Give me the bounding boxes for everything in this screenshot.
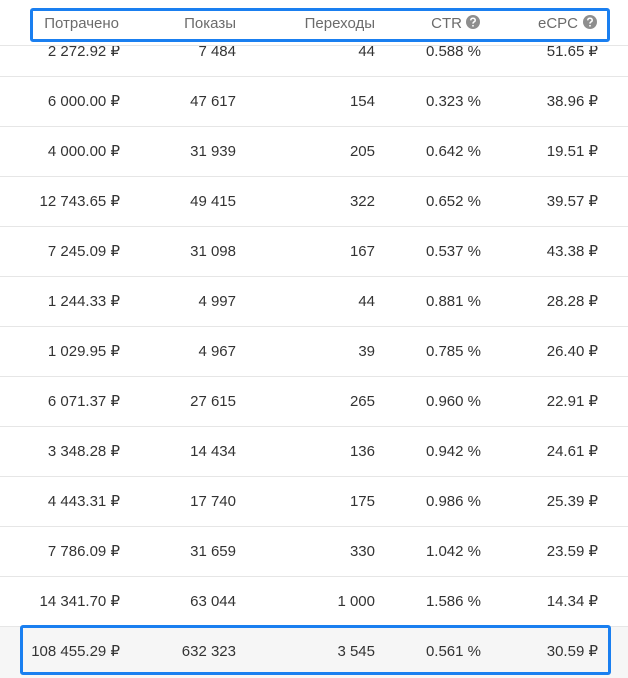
table-cell: 39.57 ₽ bbox=[546, 193, 598, 210]
table-cell: 0.942 % bbox=[425, 443, 481, 460]
table-cell: 205 bbox=[349, 143, 375, 160]
total-cell: 30.59 ₽ bbox=[546, 643, 598, 660]
table-cell: 39 bbox=[358, 343, 375, 360]
table-cell: 12 743.65 ₽ bbox=[39, 193, 120, 210]
table-cell: 175 bbox=[349, 493, 375, 510]
table-cell: 154 bbox=[349, 93, 375, 110]
table-cell: 6 000.00 ₽ bbox=[47, 93, 120, 110]
table-cell: 0.652 % bbox=[425, 193, 481, 210]
table-row: 12 743.65 ₽ 49 415 322 0.652 % 39.57 ₽ bbox=[0, 177, 628, 227]
table-cell: 0.323 % bbox=[425, 93, 481, 110]
table-cell: 167 bbox=[349, 243, 375, 260]
table-cell: 1 000 bbox=[337, 593, 375, 610]
table-row: 7 245.09 ₽ 31 098 167 0.537 % 43.38 ₽ bbox=[0, 227, 628, 277]
table-cell: 1 244.33 ₽ bbox=[47, 293, 120, 310]
help-icon[interactable] bbox=[466, 15, 480, 29]
table-cell: 4 997 bbox=[198, 293, 236, 310]
table-row: 4 443.31 ₽ 17 740 175 0.986 % 25.39 ₽ bbox=[0, 477, 628, 527]
table-cell: 25.39 ₽ bbox=[546, 493, 598, 510]
table-cell: 31 939 bbox=[190, 143, 236, 160]
table-cell: 4 443.31 ₽ bbox=[47, 493, 120, 510]
table-cell: 0.986 % bbox=[425, 493, 481, 510]
table-cell: 0.881 % bbox=[425, 293, 481, 310]
table-cell: 43.38 ₽ bbox=[546, 243, 598, 260]
total-cell: 3 545 bbox=[337, 643, 375, 660]
table-cell: 14 341.70 ₽ bbox=[39, 593, 120, 610]
table-cell: 330 bbox=[349, 543, 375, 560]
table-cell: 0.588 % bbox=[425, 43, 481, 60]
total-cell: 108 455.29 ₽ bbox=[31, 643, 120, 660]
table-cell: 7 484 bbox=[198, 43, 236, 60]
table-cell: 2 272.92 ₽ bbox=[47, 43, 120, 60]
table-cell: 38.96 ₽ bbox=[546, 93, 598, 110]
table-header: Потрачено Показы Переходы CTR eCPC bbox=[0, 0, 628, 46]
table-cell: 31 659 bbox=[190, 543, 236, 560]
table-cell: 27 615 bbox=[190, 393, 236, 410]
table-body: 2 272.92 ₽ 7 484 44 0.588 % 51.65 ₽ 6 000.00 … bbox=[0, 27, 628, 627]
table-cell: 1.042 % bbox=[425, 543, 481, 560]
total-row: 108 455.29 ₽ 632 323 3 545 0.561 % 30.59 ₽ bbox=[0, 627, 628, 678]
table-cell: 265 bbox=[349, 393, 375, 410]
table-row: 4 000.00 ₽ 31 939 205 0.642 % 19.51 ₽ bbox=[0, 127, 628, 177]
table-cell: 3 348.28 ₽ bbox=[47, 443, 120, 460]
table-cell: 0.785 % bbox=[425, 343, 481, 360]
highlight-box bbox=[20, 625, 611, 675]
table-row: 3 348.28 ₽ 14 434 136 0.942 % 24.61 ₽ bbox=[0, 427, 628, 477]
column-header: CTR bbox=[431, 15, 462, 32]
help-icon[interactable] bbox=[583, 15, 597, 29]
table-cell: 51.65 ₽ bbox=[546, 43, 598, 60]
table-cell: 0.960 % bbox=[425, 393, 481, 410]
table-row: 1 029.95 ₽ 4 967 39 0.785 % 26.40 ₽ bbox=[0, 327, 628, 377]
table-cell: 6 071.37 ₽ bbox=[47, 393, 120, 410]
column-header: Потрачено bbox=[44, 15, 119, 32]
table-row: 1 244.33 ₽ 4 997 44 0.881 % 28.28 ₽ bbox=[0, 277, 628, 327]
table-cell: 1 029.95 ₽ bbox=[47, 343, 120, 360]
table-row: 6 000.00 ₽ 47 617 154 0.323 % 38.96 ₽ bbox=[0, 77, 628, 127]
total-cell: 0.561 % bbox=[425, 643, 481, 660]
table-cell: 4 000.00 ₽ bbox=[47, 143, 120, 160]
table-cell: 44 bbox=[358, 43, 375, 60]
table-cell: 0.537 % bbox=[425, 243, 481, 260]
table-cell: 22.91 ₽ bbox=[546, 393, 598, 410]
table-cell: 19.51 ₽ bbox=[546, 143, 598, 160]
table-cell: 7 786.09 ₽ bbox=[47, 543, 120, 560]
table-cell: 23.59 ₽ bbox=[546, 543, 598, 560]
table-cell: 24.61 ₽ bbox=[546, 443, 598, 460]
total-cell: 632 323 bbox=[181, 643, 236, 660]
table-cell: 7 245.09 ₽ bbox=[47, 243, 120, 260]
table-cell: 28.28 ₽ bbox=[546, 293, 598, 310]
table-cell: 47 617 bbox=[190, 93, 236, 110]
table-cell: 26.40 ₽ bbox=[546, 343, 598, 360]
column-header: eCPC bbox=[537, 15, 578, 32]
table-cell: 322 bbox=[349, 193, 375, 210]
table-cell: 31 098 bbox=[190, 243, 236, 260]
column-header: Переходы bbox=[304, 15, 375, 32]
table-cell: 1.586 % bbox=[425, 593, 481, 610]
table-cell: 136 bbox=[349, 443, 375, 460]
table-row: 6 071.37 ₽ 27 615 265 0.960 % 22.91 ₽ bbox=[0, 377, 628, 427]
table-cell: 63 044 bbox=[190, 593, 236, 610]
table-row: 7 786.09 ₽ 31 659 330 1.042 % 23.59 ₽ bbox=[0, 527, 628, 577]
table-cell: 44 bbox=[358, 293, 375, 310]
table-cell: 0.642 % bbox=[425, 143, 481, 160]
table-cell: 17 740 bbox=[190, 493, 236, 510]
table-cell: 49 415 bbox=[190, 193, 236, 210]
table-row: 14 341.70 ₽ 63 044 1 000 1.586 % 14.34 ₽ bbox=[0, 577, 628, 627]
highlight-box bbox=[30, 8, 610, 42]
table-cell: 4 967 bbox=[198, 343, 236, 360]
table-cell: 14 434 bbox=[190, 443, 236, 460]
table-cell: 14.34 ₽ bbox=[546, 593, 598, 610]
column-header: Показы bbox=[184, 15, 236, 32]
table-row: 2 272.92 ₽ 7 484 44 0.588 % 51.65 ₽ bbox=[0, 27, 628, 77]
